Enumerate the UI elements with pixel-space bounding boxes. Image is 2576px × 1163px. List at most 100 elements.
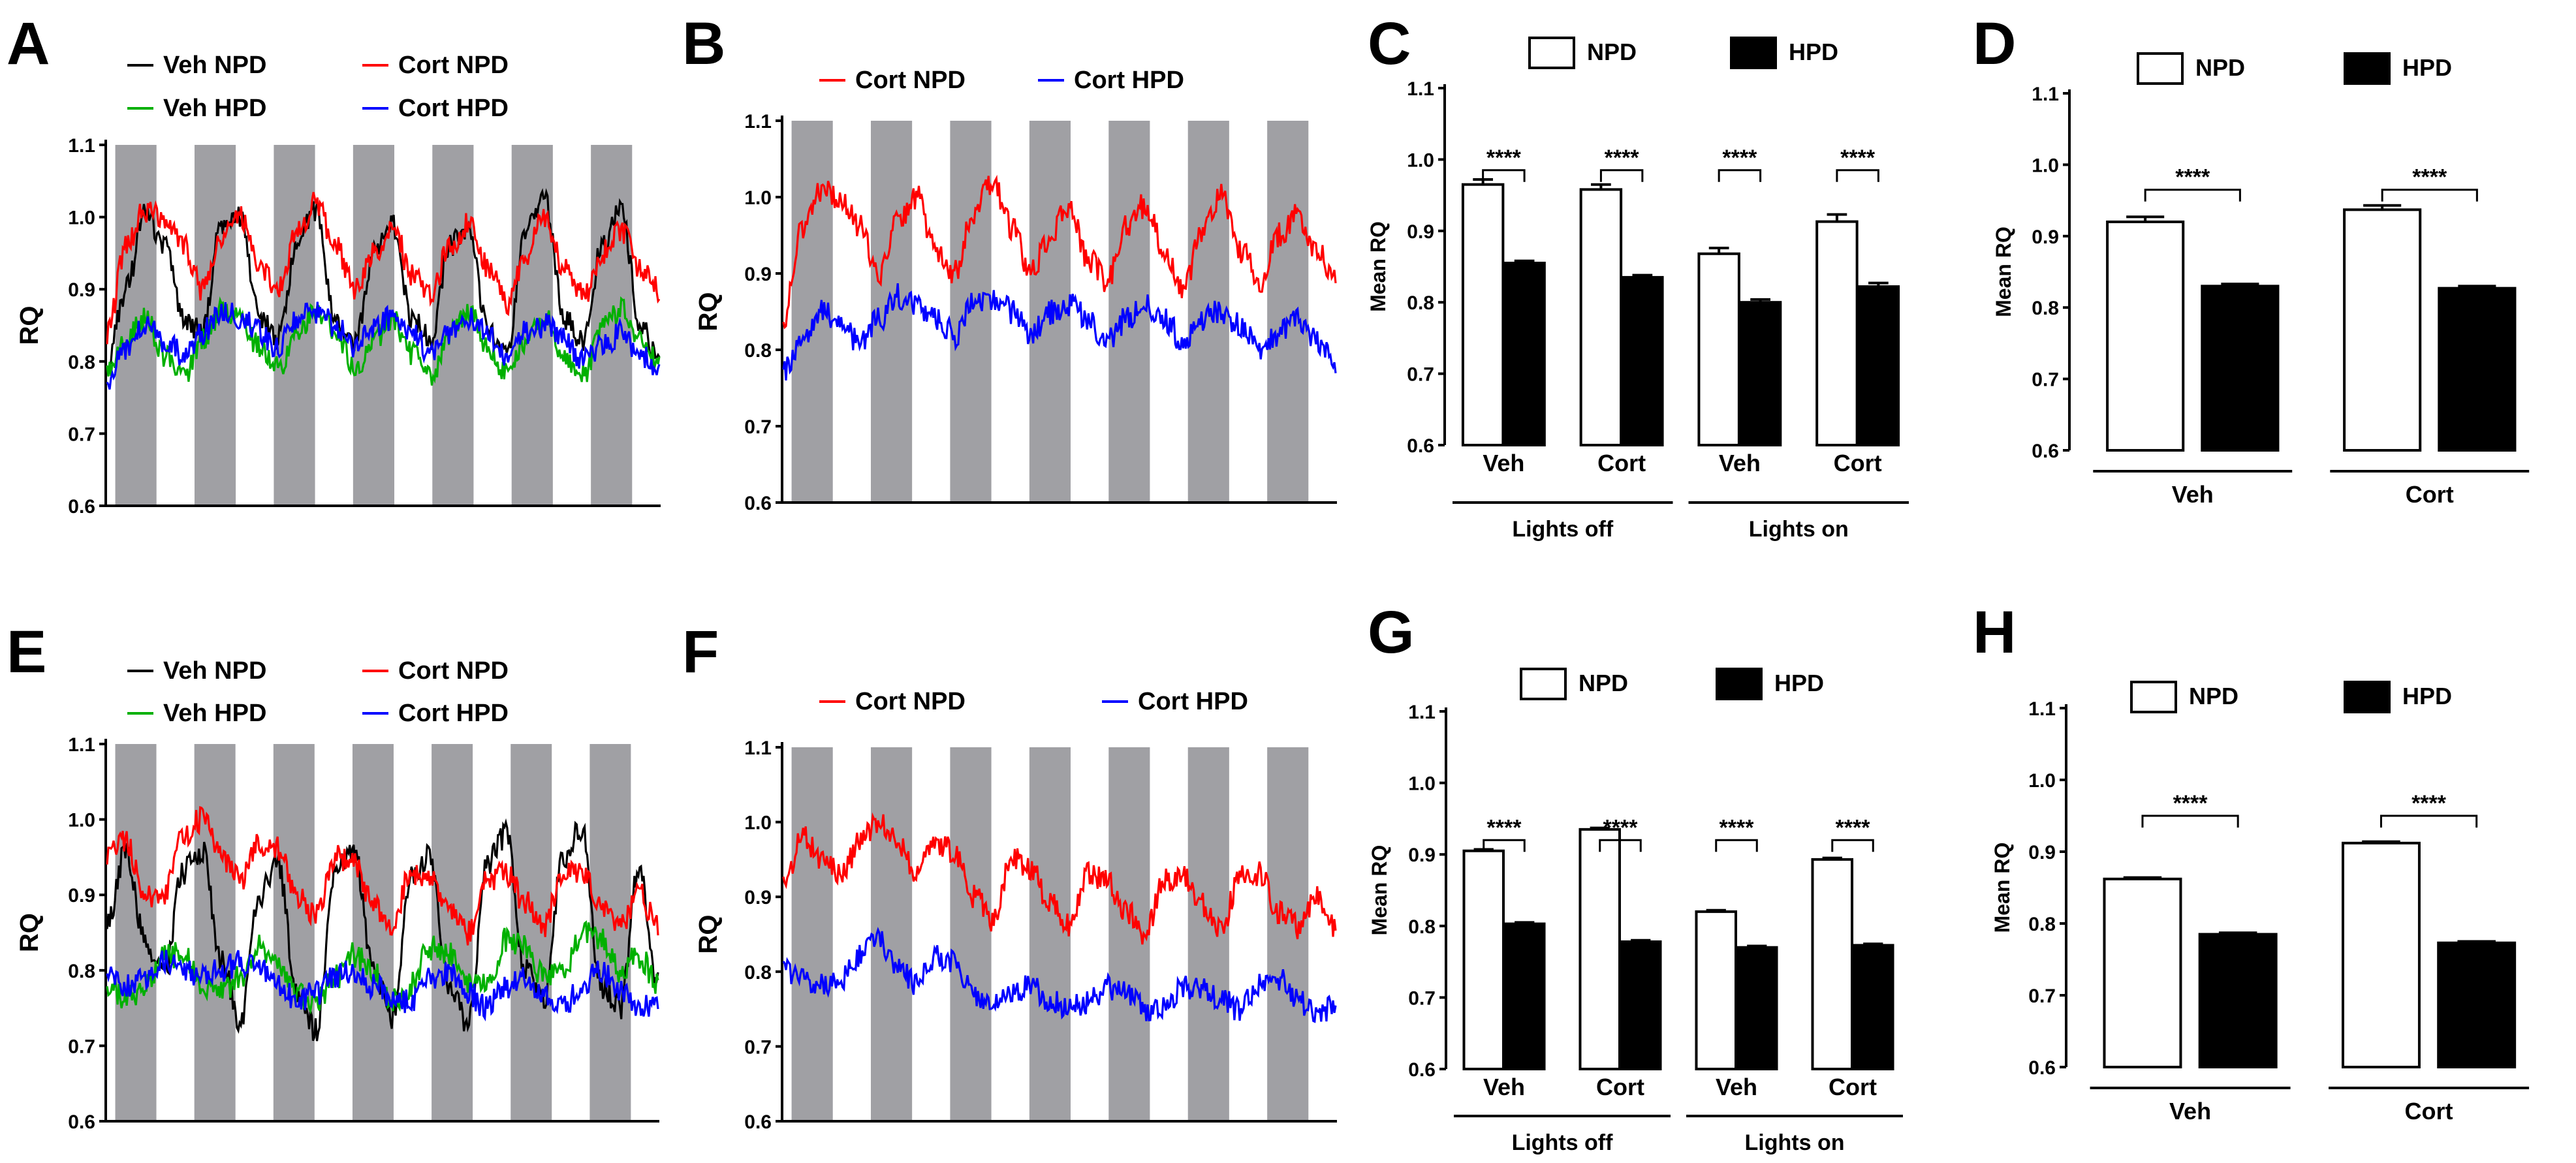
y-tick-label: 0.9 [1407,221,1434,243]
legend-label: Cort HPD [1074,67,1184,94]
y-tick-label: 0.8 [68,352,95,373]
significance-label: **** [1603,815,1639,840]
y-tick-label: 0.7 [744,1036,772,1058]
bar-hpd-cort [1620,940,1662,1070]
category-label: Veh [1483,1074,1525,1100]
legend-label: HPD [1789,39,1838,65]
category-label: Veh [2169,1098,2211,1124]
y-tick-label: 0.7 [1408,987,1436,1009]
bar-npd-veh [2103,877,2182,1069]
legend-label: Veh HPD [163,700,266,727]
legend-swatch-npd [1528,37,1575,69]
bar-hpd-cort [2438,287,2517,452]
legend-swatch-hpd [1716,668,1763,700]
category-label: Veh [2172,481,2214,508]
dark-phase-bar [1267,121,1309,503]
bar-npd-cort [2343,208,2422,452]
category-label: Cort [2406,481,2454,508]
legend-label: Cort HPD [398,95,509,122]
legend-label: NPD [2189,683,2238,709]
bar-npd-veh [1697,252,1740,446]
group-label: Lights off [1512,517,1614,542]
y-tick-label: 0.9 [2028,842,2056,863]
legend-label: NPD [1587,39,1637,65]
category-label: Cort [1834,450,1882,476]
panel-label-e: E [7,619,46,685]
bar-npd-veh [2106,220,2185,452]
panel-b-chart: 0.6 0.7 0.8 0.9 1.0 1.1 RQ Cort NPD Cort HPD [694,67,1337,514]
significance-bracket [1831,839,1874,852]
panel-a-chart: 0.6 0.7 0.8 0.9 1.0 1.1 RQ Veh NPD Cort NPD Veh H… [15,52,661,518]
legend-swatch-hpd [1730,37,1777,69]
y-tick-label: 1.0 [744,813,772,834]
y-axis-label: Mean RQ [1366,221,1390,312]
panel-label-f: F [682,619,719,685]
category-label: Veh [1716,1074,1757,1100]
series-line-cort-hpd [106,302,661,390]
legend-label: Cort NPD [855,67,966,94]
bar-hpd-cort [2437,941,2517,1068]
y-tick-label: 0.8 [1407,292,1434,314]
y-tick-label: 1.1 [744,111,772,132]
significance-label: **** [1605,146,1640,170]
panel-label-h: H [1973,599,2016,666]
significance-label: **** [1720,815,1755,840]
panel-label-g: G [1368,599,1415,666]
y-tick-label: 1.1 [2028,698,2056,720]
y-tick-label: 0.7 [68,1036,95,1057]
significance-label: **** [1840,146,1876,170]
significance-bracket [2141,814,2239,828]
significance-bracket [1483,839,1526,852]
y-tick-label: 1.1 [68,734,95,756]
legend-label: Cort HPD [398,700,509,727]
dark-phase-bar [1029,747,1071,1121]
bar-hpd-veh [1738,301,1782,447]
legend-swatch-npd [2137,52,2184,85]
dark-phase-bar [1187,747,1229,1121]
legend-label: Cort NPD [398,657,509,685]
y-tick-label: 0.8 [744,340,772,362]
y-tick-label: 1.1 [1408,702,1436,723]
significance-bracket [1482,169,1526,182]
y-tick-label: 0.6 [68,1111,95,1133]
bar-hpd-veh [1736,946,1778,1071]
y-tick-label: 1.1 [2032,84,2059,105]
y-tick-label: 0.7 [2028,985,2056,1007]
series-line-cort-hpd [106,950,659,1022]
group-label: Lights on [1749,517,1849,542]
charts: 0.6 0.7 0.8 0.9 1.0 1.1 RQ Veh NPD Cort NPD Veh H… [15,37,2530,1155]
y-tick-label: 0.6 [2028,1057,2056,1079]
series-line-cort-hpd [782,927,1337,1023]
y-tick-label: 0.9 [68,885,95,907]
y-tick-label: 1.0 [2028,770,2056,792]
bar-hpd-veh [1503,922,1546,1070]
y-tick-label: 0.6 [1407,435,1434,457]
legend-label: Veh HPD [163,95,266,122]
category-label: Cort [1829,1074,1877,1100]
y-axis-label: Mean RQ [1990,843,2014,933]
bar-npd-cort [2341,841,2421,1069]
bar-npd-veh [1695,910,1737,1070]
bar-hpd-veh [1503,262,1546,446]
significance-bracket [2144,189,2241,202]
panel-label-c: C [1368,10,1411,77]
y-tick-label: 0.8 [2028,914,2056,935]
panel-d-chart: 0.6 0.7 0.8 0.9 1.0 1.1 Mean RQ NPD HPD **** Veh **… [1992,52,2530,508]
panel-f-chart: 0.6 0.7 0.8 0.9 1.0 1.1 RQ Cort NPD Cort HPD [694,688,1337,1133]
y-tick-label: 0.6 [1408,1059,1436,1081]
legend-label: Veh NPD [163,52,266,79]
y-tick-label: 0.8 [744,962,772,984]
y-tick-label: 0.7 [2032,369,2059,391]
category-label: Veh [1483,450,1524,476]
panel-e-chart: 0.6 0.7 0.8 0.9 1.0 1.1 RQ Veh NPD Cort NPD Veh H… [15,657,659,1133]
y-tick-label: 1.1 [68,135,95,157]
significance-label: **** [2411,791,2447,816]
significance-label: **** [1722,146,1757,170]
y-tick-label: 0.9 [2032,226,2059,248]
series-line-cort-npd [782,174,1337,330]
y-tick-label: 1.1 [744,737,772,759]
y-tick-label: 1.1 [1407,78,1434,100]
dark-phase-bar [352,744,394,1121]
y-axis-label: Mean RQ [1992,226,2015,317]
